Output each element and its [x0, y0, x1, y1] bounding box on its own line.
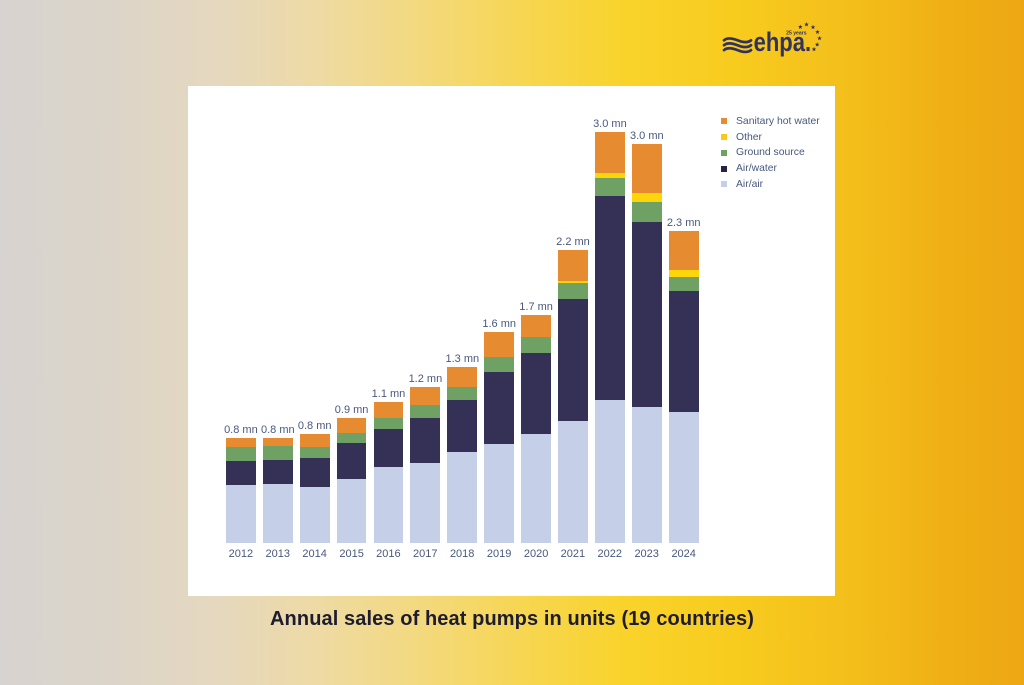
svg-text:ehpa.: ehpa. — [754, 27, 812, 57]
svg-text:25 years: 25 years — [786, 31, 807, 37]
